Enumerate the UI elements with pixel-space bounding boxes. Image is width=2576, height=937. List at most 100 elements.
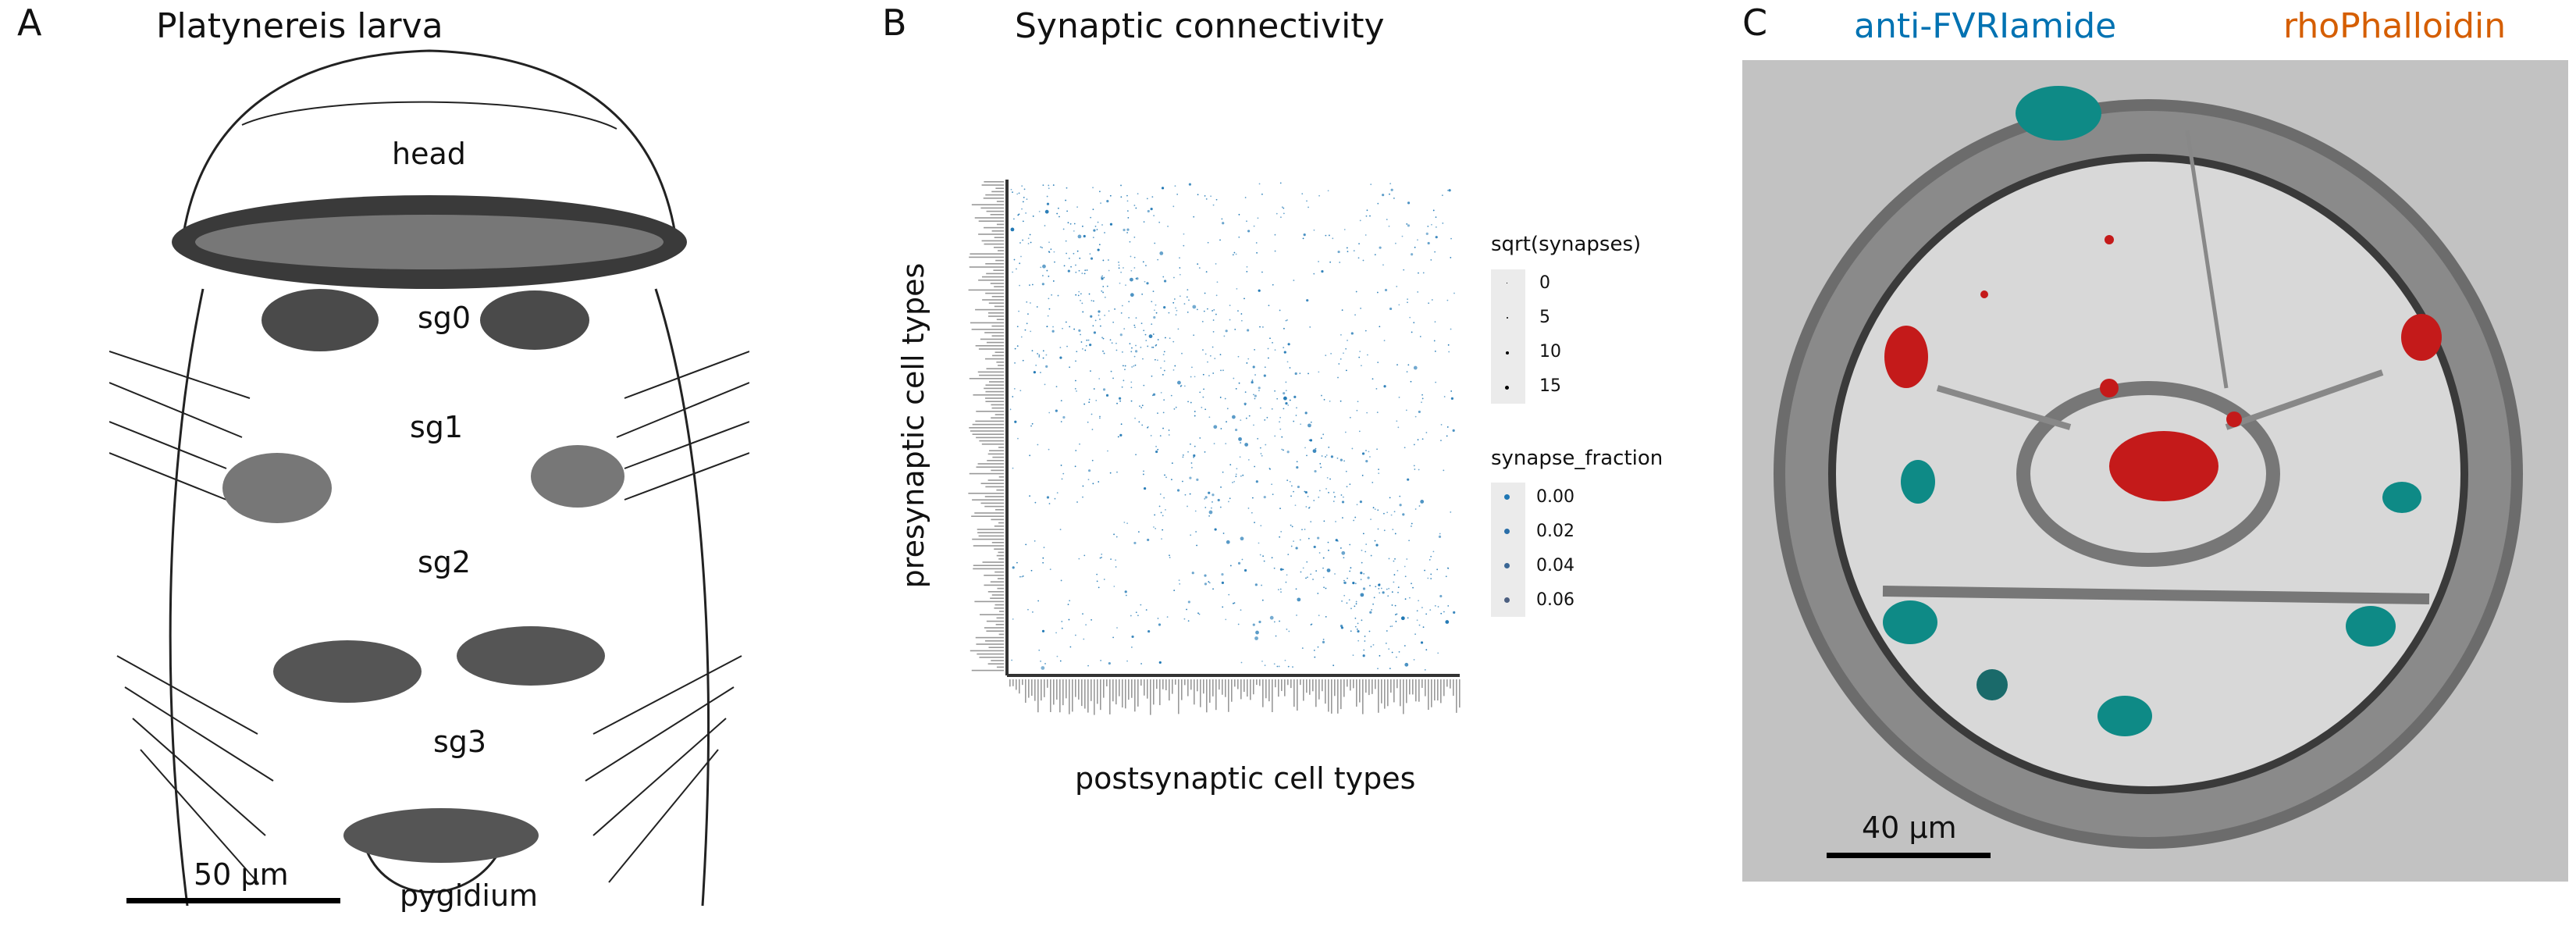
matrix-point xyxy=(1422,626,1425,629)
matrix-point xyxy=(1434,350,1436,352)
matrix-point xyxy=(1180,384,1183,387)
matrix-point xyxy=(1173,298,1176,300)
matrix-point xyxy=(1354,314,1356,316)
panel-b-title: Synaptic connectivity xyxy=(1015,6,1385,46)
matrix-point xyxy=(1389,307,1393,311)
matrix-point xyxy=(1208,582,1211,584)
matrix-point xyxy=(1139,405,1140,407)
matrix-point xyxy=(1274,435,1276,437)
matrix-point xyxy=(1048,308,1051,310)
row-tick-label xyxy=(984,243,1004,245)
matrix-point xyxy=(1446,189,1449,191)
matrix-point xyxy=(1251,379,1254,381)
matrix-point xyxy=(1129,240,1131,243)
matrix-point xyxy=(1191,366,1193,369)
matrix-point xyxy=(1295,547,1298,550)
matrix-point xyxy=(1116,471,1118,473)
matrix-point xyxy=(1054,261,1055,263)
matrix-point xyxy=(1447,344,1450,346)
color-legend-label-002: 0.02 xyxy=(1536,522,1574,541)
matrix-point xyxy=(1279,428,1282,430)
matrix-point xyxy=(1205,198,1208,200)
matrix-point xyxy=(1413,365,1418,370)
matrix-point xyxy=(1152,393,1156,396)
matrix-point xyxy=(1394,242,1397,244)
row-tick-label xyxy=(994,237,1004,238)
matrix-point xyxy=(1297,485,1300,489)
matrix-point xyxy=(1109,223,1113,226)
col-tick-label xyxy=(1034,679,1036,701)
col-tick-label xyxy=(1428,679,1429,711)
matrix-point xyxy=(1369,611,1372,614)
matrix-point xyxy=(1263,374,1266,377)
matrix-point xyxy=(1088,401,1091,404)
matrix-point xyxy=(1193,456,1195,458)
matrix-point xyxy=(1410,253,1414,256)
row-tick-label xyxy=(991,335,1004,337)
matrix-point xyxy=(1048,503,1051,504)
stain-label-fvrlamide: anti-FVRIamide xyxy=(1854,6,2117,46)
col-tick-label xyxy=(1181,679,1183,700)
matrix-point xyxy=(1439,594,1443,598)
matrix-point xyxy=(1336,457,1339,459)
matrix-point xyxy=(1203,310,1205,312)
matrix-point xyxy=(1207,241,1209,244)
matrix-point xyxy=(1414,508,1417,510)
col-tick-label xyxy=(1381,679,1382,704)
matrix-point xyxy=(1254,636,1258,640)
row-tick-label xyxy=(995,624,1004,625)
matrix-point xyxy=(1413,465,1415,467)
matrix-point xyxy=(1274,349,1276,351)
matrix-point xyxy=(1097,221,1099,223)
matrix-point xyxy=(1404,598,1407,600)
matrix-point xyxy=(1068,618,1070,621)
row-tick-label xyxy=(986,368,1004,369)
col-tick-label xyxy=(1159,679,1161,706)
matrix-point xyxy=(1349,416,1351,419)
matrix-point xyxy=(1317,646,1319,648)
matrix-point xyxy=(1213,425,1218,429)
col-tick-label xyxy=(1275,679,1276,688)
matrix-point xyxy=(1323,398,1325,401)
matrix-point xyxy=(1421,394,1423,396)
matrix-point xyxy=(1080,293,1082,295)
matrix-point xyxy=(1420,500,1425,504)
row-tick-label xyxy=(984,584,1004,586)
row-tick-label xyxy=(994,351,1004,353)
matrix-point xyxy=(1254,465,1256,468)
matrix-point xyxy=(1308,372,1309,375)
matrix-point xyxy=(1260,525,1262,527)
matrix-point xyxy=(1377,509,1379,511)
matrix-point xyxy=(1254,374,1256,376)
matrix-point xyxy=(1158,661,1162,664)
size-legend-label-15: 15 xyxy=(1539,376,1561,396)
row-tick-label xyxy=(975,420,1004,422)
matrix-point xyxy=(1065,240,1067,242)
matrix-point xyxy=(1187,600,1190,604)
matrix-point xyxy=(1279,309,1281,312)
matrix-point xyxy=(1126,660,1128,662)
row-tick-label xyxy=(987,312,1004,314)
matrix-point xyxy=(1121,305,1123,307)
matrix-point xyxy=(1311,623,1313,625)
matrix-point xyxy=(1101,553,1103,555)
col-tick-label xyxy=(1059,679,1061,713)
row-tick-label xyxy=(985,390,1004,393)
matrix-point xyxy=(1062,472,1065,475)
col-tick-label xyxy=(1350,679,1351,691)
matrix-point xyxy=(1254,394,1257,397)
matrix-point xyxy=(1208,510,1213,515)
matrix-point xyxy=(1397,426,1400,429)
matrix-point xyxy=(1255,242,1258,244)
matrix-point xyxy=(1328,549,1329,551)
matrix-point xyxy=(1237,355,1240,358)
matrix-point xyxy=(1038,356,1041,358)
col-tick-label xyxy=(1156,679,1158,689)
matrix-point xyxy=(1354,583,1357,585)
matrix-point xyxy=(1100,202,1101,205)
matrix-point xyxy=(1421,397,1424,400)
matrix-point xyxy=(1027,237,1030,240)
matrix-point xyxy=(1429,609,1432,611)
row-tick-label xyxy=(984,627,1004,629)
matrix-point xyxy=(1349,483,1351,486)
